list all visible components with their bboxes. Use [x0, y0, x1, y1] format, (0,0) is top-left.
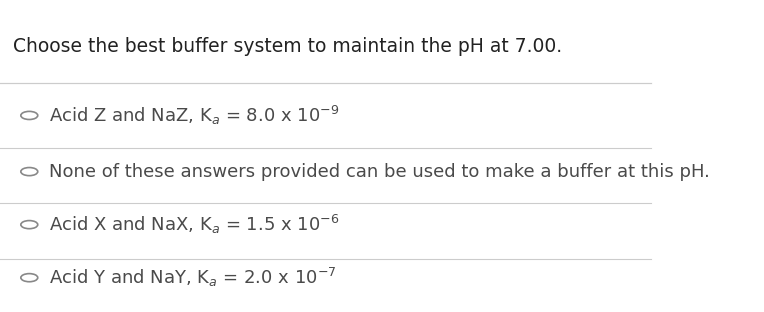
Text: None of these answers provided can be used to make a buffer at this pH.: None of these answers provided can be us…	[49, 163, 710, 181]
Text: Acid Z and NaZ, K$_a$ = 8.0 x 10$^{-9}$: Acid Z and NaZ, K$_a$ = 8.0 x 10$^{-9}$	[49, 104, 339, 127]
Text: Acid X and NaX, K$_a$ = 1.5 x 10$^{-6}$: Acid X and NaX, K$_a$ = 1.5 x 10$^{-6}$	[49, 213, 339, 236]
Text: Choose the best buffer system to maintain the pH at 7.00.: Choose the best buffer system to maintai…	[13, 37, 562, 56]
Text: Acid Y and NaY, K$_a$ = 2.0 x 10$^{-7}$: Acid Y and NaY, K$_a$ = 2.0 x 10$^{-7}$	[49, 266, 336, 289]
